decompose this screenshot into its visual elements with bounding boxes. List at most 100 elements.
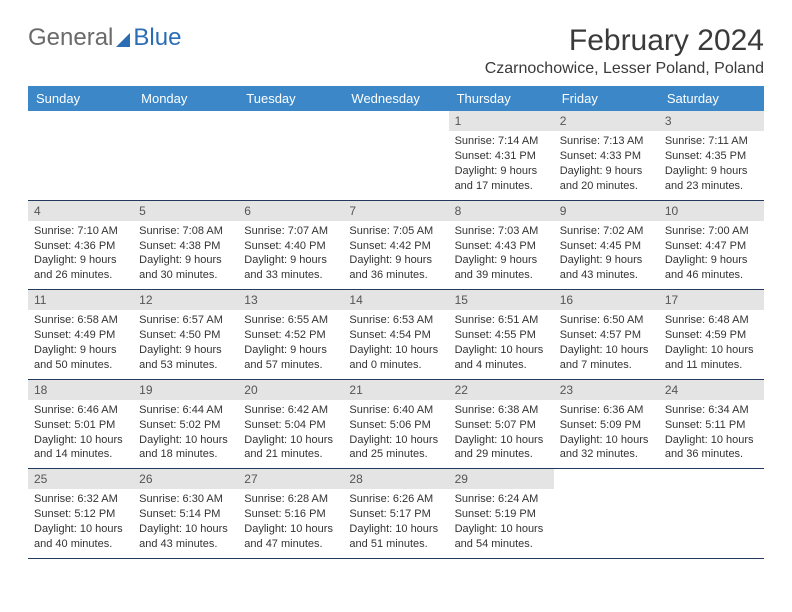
daylight-line: Daylight: 10 hours and 51 minutes. xyxy=(349,522,442,552)
day-number: 26 xyxy=(133,469,238,489)
day-number: 14 xyxy=(343,290,448,310)
calendar-week: 1Sunrise: 7:14 AMSunset: 4:31 PMDaylight… xyxy=(28,111,764,201)
sunset-line: Sunset: 4:36 PM xyxy=(34,239,127,254)
day-number: 17 xyxy=(659,290,764,310)
sunset-line: Sunset: 4:35 PM xyxy=(665,149,758,164)
daylight-line: Daylight: 9 hours and 33 minutes. xyxy=(244,253,337,283)
calendar-cell: 2Sunrise: 7:13 AMSunset: 4:33 PMDaylight… xyxy=(554,111,659,200)
weekday-tue: Tuesday xyxy=(238,86,343,111)
logo-text-1: General xyxy=(28,24,113,52)
daylight-line: Daylight: 10 hours and 11 minutes. xyxy=(665,343,758,373)
calendar-cell-empty xyxy=(343,111,448,200)
daylight-line: Daylight: 9 hours and 46 minutes. xyxy=(665,253,758,283)
calendar-cell: 4Sunrise: 7:10 AMSunset: 4:36 PMDaylight… xyxy=(28,201,133,290)
sunrise-line: Sunrise: 6:58 AM xyxy=(34,313,127,328)
day-number: 3 xyxy=(659,111,764,131)
weekday-sun: Sunday xyxy=(28,86,133,111)
sunset-line: Sunset: 4:57 PM xyxy=(560,328,653,343)
daylight-line: Daylight: 10 hours and 40 minutes. xyxy=(34,522,127,552)
sunset-line: Sunset: 5:14 PM xyxy=(139,507,232,522)
daylight-line: Daylight: 9 hours and 36 minutes. xyxy=(349,253,442,283)
calendar-cell-empty xyxy=(133,111,238,200)
day-number: 13 xyxy=(238,290,343,310)
calendar-cell: 15 Sunrise: 6:51 AMSunset: 4:55 PMDayligh… xyxy=(449,290,554,379)
calendar-cell: 18Sunrise: 6:46 AMSunset: 5:01 PMDayligh… xyxy=(28,380,133,469)
daylight-line: Daylight: 9 hours and 30 minutes. xyxy=(139,253,232,283)
calendar-grid: Sunday Monday Tuesday Wednesday Thursday… xyxy=(28,86,764,559)
calendar-cell-empty xyxy=(554,469,659,558)
day-number: 23 xyxy=(554,380,659,400)
sunrise-line: Sunrise: 6:57 AM xyxy=(139,313,232,328)
day-number: 12 xyxy=(133,290,238,310)
day-number: 6 xyxy=(238,201,343,221)
calendar-cell: 6Sunrise: 7:07 AMSunset: 4:40 PMDaylight… xyxy=(238,201,343,290)
sunset-line: Sunset: 5:04 PM xyxy=(244,418,337,433)
sunset-line: Sunset: 4:31 PM xyxy=(455,149,548,164)
calendar-cell: 14Sunrise: 6:53 AMSunset: 4:54 PMDayligh… xyxy=(343,290,448,379)
calendar-cell: 19Sunrise: 6:44 AMSunset: 5:02 PMDayligh… xyxy=(133,380,238,469)
sunset-line: Sunset: 4:50 PM xyxy=(139,328,232,343)
day-number: 10 xyxy=(659,201,764,221)
sunrise-line: Sunrise: 7:13 AM xyxy=(560,134,653,149)
daylight-line: Daylight: 10 hours and 14 minutes. xyxy=(34,433,127,463)
calendar-cell: 13Sunrise: 6:55 AMSunset: 4:52 PMDayligh… xyxy=(238,290,343,379)
daylight-line: Daylight: 9 hours and 53 minutes. xyxy=(139,343,232,373)
sunrise-line: Sunrise: 6:50 AM xyxy=(560,313,653,328)
sunrise-line: Sunrise: 6:46 AM xyxy=(34,403,127,418)
day-number: 11 xyxy=(28,290,133,310)
day-number: 18 xyxy=(28,380,133,400)
calendar-cell: 28Sunrise: 6:26 AMSunset: 5:17 PMDayligh… xyxy=(343,469,448,558)
sunset-line: Sunset: 4:42 PM xyxy=(349,239,442,254)
calendar-cell: 21Sunrise: 6:40 AMSunset: 5:06 PMDayligh… xyxy=(343,380,448,469)
logo-triangle-icon xyxy=(116,33,130,47)
daylight-line: Daylight: 9 hours and 43 minutes. xyxy=(560,253,653,283)
calendar-cell-empty xyxy=(238,111,343,200)
daylight-line: Daylight: 9 hours and 20 minutes. xyxy=(560,164,653,194)
day-number: 19 xyxy=(133,380,238,400)
sunset-line: Sunset: 4:55 PM xyxy=(455,328,548,343)
day-number: 20 xyxy=(238,380,343,400)
calendar-cell: 24Sunrise: 6:34 AMSunset: 5:11 PMDayligh… xyxy=(659,380,764,469)
sunrise-line: Sunrise: 6:51 AM xyxy=(455,313,548,328)
calendar-cell-empty xyxy=(28,111,133,200)
logo-text-2: Blue xyxy=(133,24,181,52)
calendar-week: 11Sunrise: 6:58 AMSunset: 4:49 PMDayligh… xyxy=(28,290,764,380)
day-number: 28 xyxy=(343,469,448,489)
sunset-line: Sunset: 4:45 PM xyxy=(560,239,653,254)
sunrise-line: Sunrise: 6:55 AM xyxy=(244,313,337,328)
daylight-line: Daylight: 9 hours and 17 minutes. xyxy=(455,164,548,194)
calendar-cell: 29Sunrise: 6:24 AMSunset: 5:19 PMDayligh… xyxy=(449,469,554,558)
sunset-line: Sunset: 5:12 PM xyxy=(34,507,127,522)
sunset-line: Sunset: 4:43 PM xyxy=(455,239,548,254)
sunrise-line: Sunrise: 6:44 AM xyxy=(139,403,232,418)
sunset-line: Sunset: 4:54 PM xyxy=(349,328,442,343)
day-number: 22 xyxy=(449,380,554,400)
calendar-cell: 1Sunrise: 7:14 AMSunset: 4:31 PMDaylight… xyxy=(449,111,554,200)
daylight-line: Daylight: 10 hours and 25 minutes. xyxy=(349,433,442,463)
daylight-line: Daylight: 10 hours and 43 minutes. xyxy=(139,522,232,552)
sunrise-line: Sunrise: 7:14 AM xyxy=(455,134,548,149)
calendar-cell: 20Sunrise: 6:42 AMSunset: 5:04 PMDayligh… xyxy=(238,380,343,469)
daylight-line: Daylight: 9 hours and 23 minutes. xyxy=(665,164,758,194)
weekday-sat: Saturday xyxy=(659,86,764,111)
daylight-line: Daylight: 10 hours and 7 minutes. xyxy=(560,343,653,373)
sunrise-line: Sunrise: 7:10 AM xyxy=(34,224,127,239)
sunset-line: Sunset: 4:38 PM xyxy=(139,239,232,254)
day-number: 15 xyxy=(449,290,554,310)
sunrise-line: Sunrise: 7:11 AM xyxy=(665,134,758,149)
day-number: 25 xyxy=(28,469,133,489)
calendar-cell: 25 Sunrise: 6:32 AMSunset: 5:12 PMDayligh… xyxy=(28,469,133,558)
calendar-cell: 16Sunrise: 6:50 AMSunset: 4:57 PMDayligh… xyxy=(554,290,659,379)
sunrise-line: Sunrise: 7:08 AM xyxy=(139,224,232,239)
sunrise-line: Sunrise: 6:26 AM xyxy=(349,492,442,507)
calendar-cell: 7Sunrise: 7:05 AMSunset: 4:42 PMDaylight… xyxy=(343,201,448,290)
calendar-cell: 17Sunrise: 6:48 AMSunset: 4:59 PMDayligh… xyxy=(659,290,764,379)
daylight-line: Daylight: 10 hours and 32 minutes. xyxy=(560,433,653,463)
daylight-line: Daylight: 10 hours and 4 minutes. xyxy=(455,343,548,373)
calendar-cell: 23Sunrise: 6:36 AMSunset: 5:09 PMDayligh… xyxy=(554,380,659,469)
calendar-cell: 27Sunrise: 6:28 AMSunset: 5:16 PMDayligh… xyxy=(238,469,343,558)
sunset-line: Sunset: 4:40 PM xyxy=(244,239,337,254)
sunrise-line: Sunrise: 6:32 AM xyxy=(34,492,127,507)
weekday-wed: Wednesday xyxy=(343,86,448,111)
daylight-line: Daylight: 10 hours and 54 minutes. xyxy=(455,522,548,552)
